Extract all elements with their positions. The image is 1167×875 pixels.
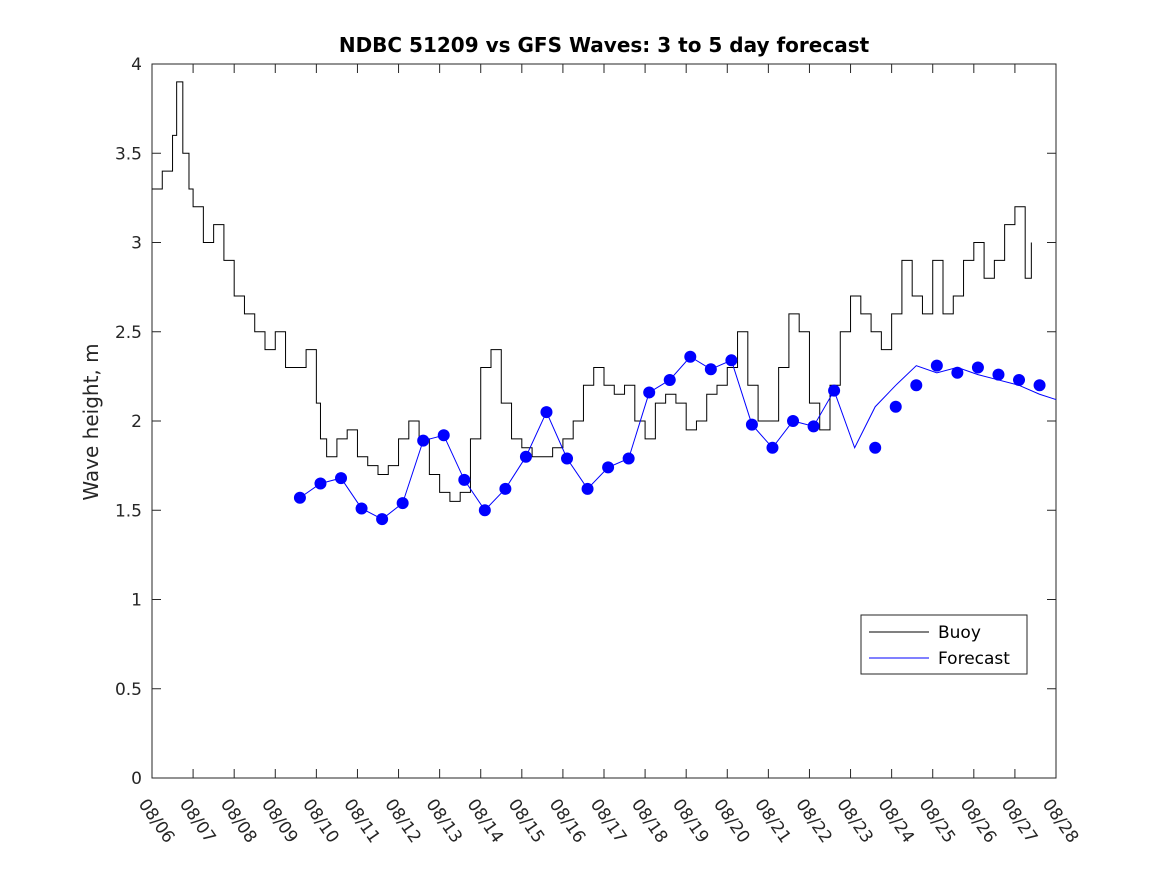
forecast-marker xyxy=(1013,373,1026,386)
x-tick-label: 08/10 xyxy=(298,795,342,847)
forecast-marker xyxy=(992,368,1005,381)
x-tick-label: 08/17 xyxy=(586,795,630,847)
legend: Buoy Forecast xyxy=(860,614,1028,675)
y-tick-label: 0.5 xyxy=(115,680,142,700)
legend-box xyxy=(860,614,1028,675)
forecast-marker xyxy=(889,400,902,413)
legend-forecast-label: Forecast xyxy=(938,649,1010,669)
forecast-marker xyxy=(540,406,553,419)
y-tick-label: 3 xyxy=(131,234,142,254)
forecast-marker xyxy=(930,359,943,372)
forecast-marker xyxy=(971,361,984,374)
forecast-marker xyxy=(622,452,635,465)
x-tick-label: 08/23 xyxy=(832,795,876,847)
forecast-marker xyxy=(766,441,779,454)
forecast-marker xyxy=(396,497,409,510)
x-tick-label: 08/22 xyxy=(791,795,835,847)
forecast-marker xyxy=(519,450,532,463)
forecast-marker xyxy=(478,504,491,517)
forecast-marker xyxy=(458,473,471,486)
forecast-marker xyxy=(376,513,389,526)
legend-buoy-label: Buoy xyxy=(938,623,981,643)
x-tick-label: 08/13 xyxy=(422,795,466,847)
x-tick-label: 08/09 xyxy=(257,795,301,847)
x-tick-label: 08/21 xyxy=(750,795,794,847)
y-tick-label: 4 xyxy=(131,55,142,75)
x-tick-label: 08/12 xyxy=(380,795,424,847)
forecast-marker xyxy=(437,429,450,442)
y-tick-label: 0 xyxy=(131,769,142,789)
forecast-marker xyxy=(951,366,964,379)
y-axis-label: Wave height, m xyxy=(79,343,103,500)
forecast-marker xyxy=(663,373,676,386)
forecast-marker xyxy=(787,415,800,427)
y-tick-label: 2 xyxy=(131,412,142,432)
x-tick-label: 08/08 xyxy=(216,795,260,847)
buoy-series-line xyxy=(152,81,1032,502)
y-tick-label: 2.5 xyxy=(115,323,142,343)
forecast-marker xyxy=(643,386,656,399)
x-tick-label: 08/19 xyxy=(668,795,712,847)
y-tick-label: 1 xyxy=(131,591,142,611)
x-tick-label: 08/28 xyxy=(1038,795,1082,847)
x-tick-label: 08/07 xyxy=(175,795,219,847)
forecast-marker xyxy=(869,441,882,454)
chart-title: NDBC 51209 vs GFS Waves: 3 to 5 day fore… xyxy=(339,33,870,57)
x-tick-label: 08/24 xyxy=(874,795,918,847)
forecast-marker xyxy=(499,482,512,495)
forecast-marker xyxy=(1033,379,1046,392)
x-tick-label: 08/15 xyxy=(504,795,548,847)
forecast-marker xyxy=(828,384,841,397)
x-tick-label: 08/27 xyxy=(997,795,1041,847)
forecast-marker xyxy=(602,461,615,474)
x-tick-label: 08/18 xyxy=(627,795,671,847)
x-tick-label: 08/16 xyxy=(545,795,589,847)
x-tick-label: 08/25 xyxy=(915,795,959,847)
forecast-marker xyxy=(561,452,574,465)
forecast-marker xyxy=(293,491,306,504)
forecast-marker xyxy=(807,420,820,433)
y-tick-label: 3.5 xyxy=(115,144,142,164)
x-tick-label: 08/06 xyxy=(134,795,178,847)
forecast-marker xyxy=(335,472,348,485)
forecast-marker xyxy=(355,502,368,515)
forecast-marker xyxy=(725,354,738,367)
x-tick-label: 08/20 xyxy=(709,795,753,847)
y-tick-label: 1.5 xyxy=(115,501,142,521)
forecast-marker xyxy=(910,379,923,392)
x-tick-label: 08/26 xyxy=(956,795,1000,847)
plot-area: 00.511.522.533.5408/0608/0708/0808/0908/… xyxy=(115,55,1082,847)
x-tick-label: 08/14 xyxy=(463,795,507,847)
forecast-marker xyxy=(684,350,697,363)
forecast-marker xyxy=(745,418,758,431)
forecast-marker xyxy=(417,434,430,447)
forecast-marker xyxy=(704,363,717,376)
x-tick-label: 08/11 xyxy=(339,795,383,847)
forecast-marker xyxy=(581,482,594,495)
forecast-marker xyxy=(314,477,327,490)
